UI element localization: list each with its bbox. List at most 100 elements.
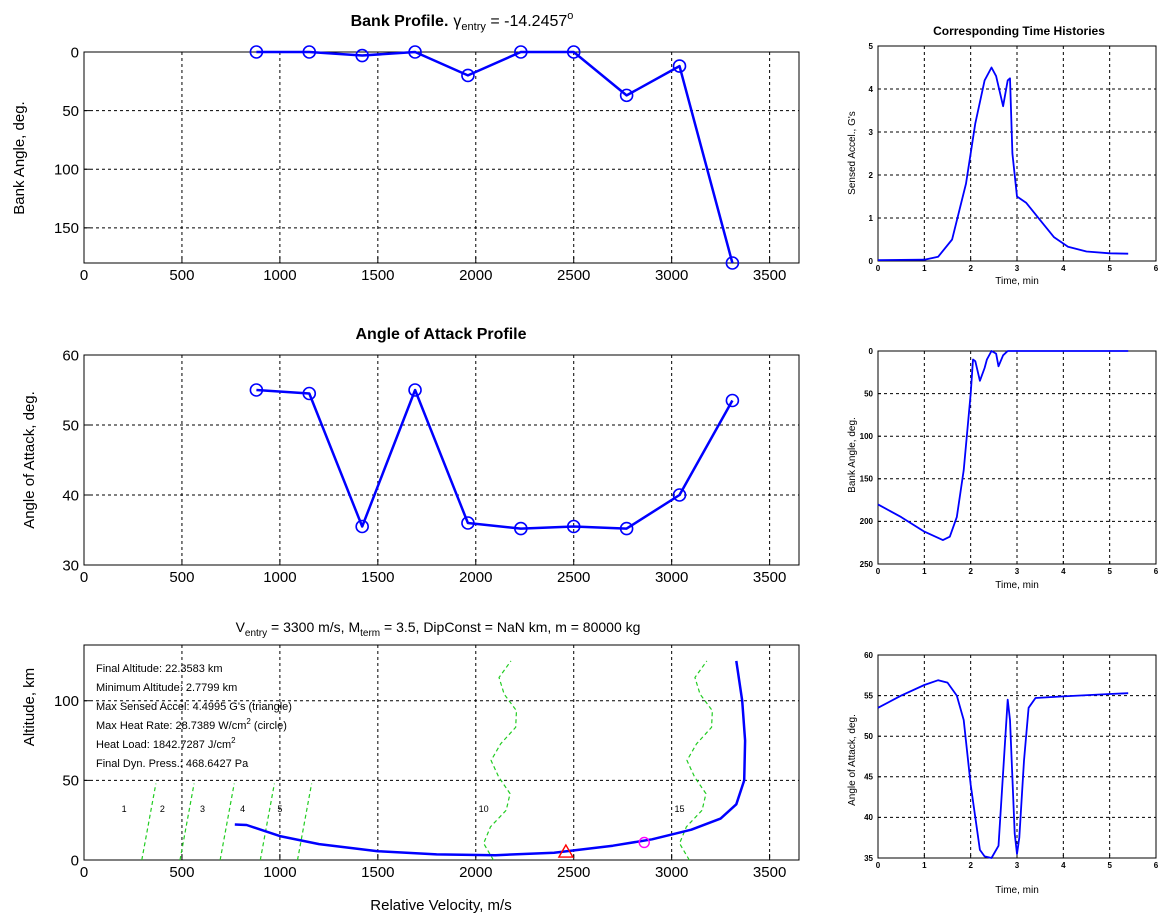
- x-tick-label: 1: [922, 567, 927, 576]
- series-line: [877, 66, 1129, 261]
- x-tick-label: 5: [1107, 861, 1112, 870]
- y-tick-label: 50: [62, 773, 79, 790]
- data-point-marker: [619, 521, 634, 536]
- x-tick-label: 0: [876, 861, 881, 870]
- y-tick-label: 50: [62, 103, 79, 120]
- aoa-chart-ylabel: Angle of Attack, deg.: [21, 391, 38, 529]
- y-tick-label: 35: [864, 854, 873, 863]
- y-tick-label: 2: [869, 171, 874, 180]
- data-point-marker: [461, 68, 475, 83]
- data-point-marker: [249, 383, 264, 397]
- x-tick-label: 3: [1015, 264, 1020, 273]
- series-line: [877, 350, 1129, 541]
- x-tick-label: 2000: [459, 569, 492, 586]
- contour-line: [259, 783, 275, 861]
- y-tick-label: 50: [864, 389, 873, 398]
- contour-label: 5: [277, 804, 282, 814]
- plot-frame: [83, 51, 800, 264]
- x-tick-label: 6: [1154, 264, 1159, 273]
- data-point-marker: [514, 521, 528, 536]
- y-tick-label: 60: [62, 347, 79, 364]
- ts-bank-xlabel: Time, min: [995, 580, 1039, 591]
- aoa-plot-area: 0 500 1000 1500 2000 2500 3000 3500 30 40 50 60: [62, 347, 800, 586]
- ts-accel-xlabel: Time, min: [995, 276, 1039, 287]
- x-tick-label: 0: [80, 864, 88, 881]
- bank-chart-title: Bank Profile. γentry = -14.2457o: [351, 10, 574, 33]
- y-tick-label: 5: [869, 42, 874, 51]
- data-point-marker: [619, 88, 634, 103]
- series-line: [234, 660, 747, 857]
- x-tick-label: 500: [169, 864, 194, 881]
- max-accel-triangle-marker: [557, 843, 575, 858]
- time-history-bank-chart: Bank Angle, deg. Time, min 0 1 2 3 4 5 6 0 50 100…: [847, 347, 1159, 591]
- x-tick-label: 2500: [557, 569, 590, 586]
- y-tick-label: 55: [864, 691, 873, 700]
- y-tick-label: 1: [869, 214, 874, 223]
- contour-label: 10: [479, 804, 489, 814]
- plot-frame: [83, 354, 800, 566]
- plot-frame: [877, 45, 1157, 262]
- aoa-profile-chart: Angle of Attack Profile Angle of Attack,…: [21, 326, 800, 586]
- x-tick-label: 1500: [361, 569, 394, 586]
- plot-frame: [83, 644, 800, 861]
- data-point-marker: [302, 45, 317, 59]
- x-tick-label: 1500: [361, 864, 394, 881]
- x-tick-label: 3: [1015, 861, 1020, 870]
- y-tick-label: 250: [860, 560, 874, 569]
- contour-line: [141, 783, 157, 861]
- x-tick-label: 6: [1154, 567, 1159, 576]
- y-tick-label: 40: [62, 487, 79, 504]
- x-tick-label: 0: [876, 567, 881, 576]
- contour-label: 1: [122, 804, 127, 814]
- x-tick-label: 1000: [263, 267, 296, 284]
- data-point-marker: [725, 256, 740, 270]
- x-tick-label: 3500: [753, 267, 786, 284]
- ts-aoa-xlabel: Time, min: [995, 885, 1039, 896]
- contour-label: 3: [200, 804, 205, 814]
- max-heat-circle-marker: [638, 836, 650, 849]
- x-tick-label: 3: [1015, 567, 1020, 576]
- annotation-min-altitude: Minimum Altitude: 2.7799 km: [96, 682, 237, 694]
- y-tick-label: 0: [71, 852, 79, 869]
- annotation-max-heat-rate: Max Heat Rate: 28.7389 W/cm2 (circle): [96, 717, 287, 732]
- annotation-max-accel: Max Sensed Accel: 4.4995 G's (triangle): [96, 701, 292, 713]
- y-tick-label: 150: [54, 220, 79, 237]
- y-tick-label: 150: [860, 475, 874, 484]
- data-point-marker: [355, 519, 369, 534]
- x-tick-label: 5: [1107, 567, 1112, 576]
- x-tick-label: 5: [1107, 264, 1112, 273]
- y-tick-label: 40: [864, 813, 873, 822]
- bank-plot-area: 0 500 1000 1500 2000 2500 3000 3500 0 50 100 150: [54, 44, 800, 284]
- y-tick-label: 100: [860, 432, 874, 441]
- x-tick-label: 0: [80, 267, 88, 284]
- y-tick-label: 100: [54, 693, 79, 710]
- series-line: [877, 679, 1129, 859]
- x-tick-label: 1: [922, 861, 927, 870]
- y-tick-label: 3: [869, 128, 874, 137]
- data-point-marker: [408, 383, 422, 397]
- plot-frame: [877, 350, 1157, 565]
- y-tick-label: 0: [869, 257, 874, 266]
- y-tick-label: 30: [62, 557, 79, 574]
- contour-lines: 1 2 3 4 5 10 15: [122, 660, 713, 861]
- data-point-marker: [408, 45, 422, 59]
- contour-line: [482, 660, 518, 861]
- x-tick-label: 2500: [557, 267, 590, 284]
- x-tick-label: 2000: [459, 267, 492, 284]
- x-tick-label: 1000: [263, 569, 296, 586]
- ts-accel-ylabel: Sensed Accel., G's: [847, 111, 858, 195]
- x-tick-label: 6: [1154, 861, 1159, 870]
- x-tick-label: 4: [1061, 264, 1066, 273]
- ts-bank-plot-area: 0 1 2 3 4 5 6 0 50 100 150 200 250: [860, 347, 1159, 576]
- contour-line: [296, 783, 313, 861]
- x-tick-label: 500: [169, 267, 194, 284]
- x-tick-label: 4: [1061, 567, 1066, 576]
- y-tick-label: 0: [869, 347, 874, 356]
- y-tick-label: 0: [71, 44, 79, 61]
- ts-accel-plot-area: 0 1 2 3 4 5 6 0 1 2 3 4 5: [869, 42, 1159, 273]
- x-tick-label: 2: [968, 264, 973, 273]
- aoa-chart-title: Angle of Attack Profile: [356, 326, 527, 343]
- data-point-marker: [461, 516, 475, 530]
